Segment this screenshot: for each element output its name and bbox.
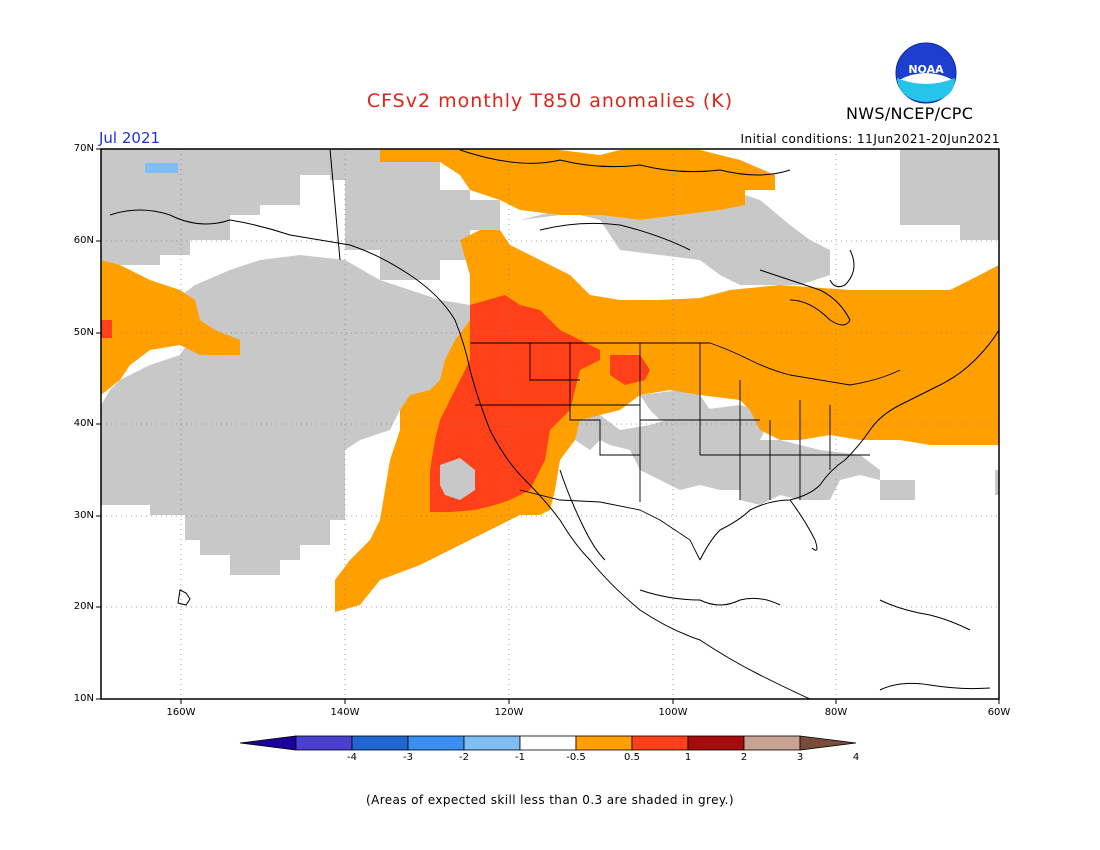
colorbar-bin <box>687 735 745 751</box>
colorbar-label: -1 <box>515 752 525 763</box>
agency-label: NWS/NCEP/CPC <box>846 104 974 123</box>
x-tick-label: 160W <box>166 707 196 718</box>
x-tick-label: 80W <box>824 707 848 718</box>
colorbar-arrow-low <box>239 735 297 751</box>
y-tick-label: 70N <box>73 143 94 154</box>
colorbar-label: -4 <box>347 752 357 763</box>
colorbar-arrow-high <box>799 735 857 751</box>
colorbar-bin <box>463 735 521 751</box>
coastlines <box>109 149 999 699</box>
colorbar-bin <box>743 735 801 751</box>
y-tick-label: 20N <box>73 601 94 612</box>
y-tick-label: 30N <box>73 510 94 521</box>
colorbar-label: 4 <box>852 752 860 763</box>
colorbar-bin <box>519 735 577 751</box>
y-tick-label: 40N <box>73 418 94 429</box>
lightblue-anomaly-patch <box>145 163 178 173</box>
colorbar-label: -2 <box>459 752 469 763</box>
initial-conditions: Initial conditions: 11Jun2021-20Jun2021 <box>740 132 1000 146</box>
colorbar-label: 0.5 <box>624 752 640 763</box>
colorbar-label: 3 <box>796 752 804 763</box>
colorbar-label: 1 <box>684 752 692 763</box>
footnote: (Areas of expected skill less than 0.3 a… <box>366 793 734 807</box>
forecast-month: Jul 2021 <box>99 129 161 147</box>
x-tick-label: 60W <box>987 707 1011 718</box>
x-tick-label: 140W <box>330 707 360 718</box>
grey-hole-california <box>440 458 475 500</box>
colorbar-bin <box>351 735 409 751</box>
political-borders <box>470 342 901 561</box>
logo-text: NOAA <box>908 63 944 76</box>
colorbar-bin <box>407 735 465 751</box>
colorbar <box>239 735 857 751</box>
colorbar-label: -0.5 <box>566 752 586 763</box>
colorbar-label: 2 <box>740 752 748 763</box>
colorbar-bin <box>295 735 353 751</box>
colorbar-label: -3 <box>403 752 413 763</box>
map-title: CFSv2 monthly T850 anomalies (K) <box>366 90 734 112</box>
x-tick-label: 120W <box>494 707 524 718</box>
colorbar-bin <box>631 735 689 751</box>
graticule <box>101 149 999 699</box>
y-tick-label: 60N <box>73 235 94 246</box>
y-tick-label: 50N <box>73 327 94 338</box>
noaa-logo-icon: NOAA <box>895 42 957 104</box>
tick-marks <box>96 148 1000 704</box>
colorbar-bin <box>575 735 633 751</box>
x-tick-label: 100W <box>658 707 688 718</box>
y-tick-label: 10N <box>73 693 94 704</box>
